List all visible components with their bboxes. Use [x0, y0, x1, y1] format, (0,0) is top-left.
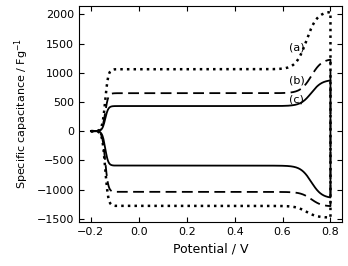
- Text: (a): (a): [288, 43, 304, 53]
- Text: (c): (c): [288, 94, 303, 105]
- X-axis label: Potential / V: Potential / V: [173, 242, 248, 255]
- Y-axis label: Specific capacitance / Fg$^{-1}$: Specific capacitance / Fg$^{-1}$: [13, 38, 31, 189]
- Text: (b): (b): [288, 76, 304, 86]
